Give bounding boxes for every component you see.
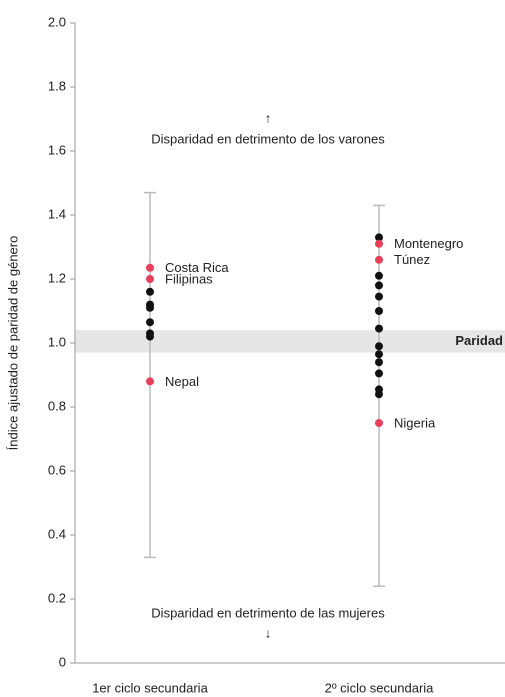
point-label: Túnez	[394, 252, 430, 267]
point-label: Nepal	[165, 374, 199, 389]
point	[375, 307, 383, 315]
y-tick-label: 0	[59, 654, 66, 669]
point	[375, 292, 383, 301]
point	[146, 275, 154, 283]
point	[375, 350, 383, 359]
point	[375, 324, 383, 333]
point-label: Nigeria	[394, 415, 436, 430]
point	[375, 390, 383, 399]
y-tick-label: 0.2	[48, 590, 66, 605]
y-tick-label: 0.6	[48, 462, 66, 477]
point	[146, 377, 154, 386]
point	[375, 239, 383, 248]
point	[146, 303, 154, 312]
y-tick-label: 1.4	[48, 206, 66, 221]
point-label: Montenegro	[394, 236, 463, 251]
annotation-text: Disparidad en detrimento de los varones	[151, 131, 385, 146]
point	[375, 255, 383, 264]
y-tick-label: 1.6	[48, 142, 66, 157]
annotation-arrow: ↑	[265, 110, 272, 125]
point	[375, 419, 383, 427]
x-tick-label: 1er ciclo secundaria	[92, 680, 208, 695]
y-tick-label: 1.0	[48, 334, 66, 349]
parity-label: Paridad	[455, 333, 503, 348]
point	[146, 263, 154, 272]
point	[146, 318, 154, 327]
annotation-arrow: ↓	[265, 625, 272, 640]
y-axis-label: Índice ajustado de paridad de género	[5, 236, 20, 451]
point	[375, 369, 383, 378]
y-tick-label: 0.4	[48, 526, 66, 541]
point	[146, 332, 154, 341]
annotation-text: Disparidad en detrimento de las mujeres	[151, 605, 385, 620]
x-tick-label: 2º ciclo secundaria	[325, 680, 435, 695]
point	[375, 281, 383, 290]
point	[375, 233, 383, 242]
point	[146, 287, 154, 296]
y-tick-label: 1.2	[48, 270, 66, 285]
y-tick-label: 0.8	[48, 398, 66, 413]
y-tick-label: 2.0	[48, 14, 66, 29]
point-label: Filipinas	[165, 271, 213, 286]
parity-band	[75, 330, 505, 353]
point	[375, 342, 383, 351]
point	[375, 271, 383, 280]
point-label: Costa Rica	[165, 260, 229, 275]
point	[375, 358, 383, 367]
y-tick-label: 1.8	[48, 78, 66, 93]
